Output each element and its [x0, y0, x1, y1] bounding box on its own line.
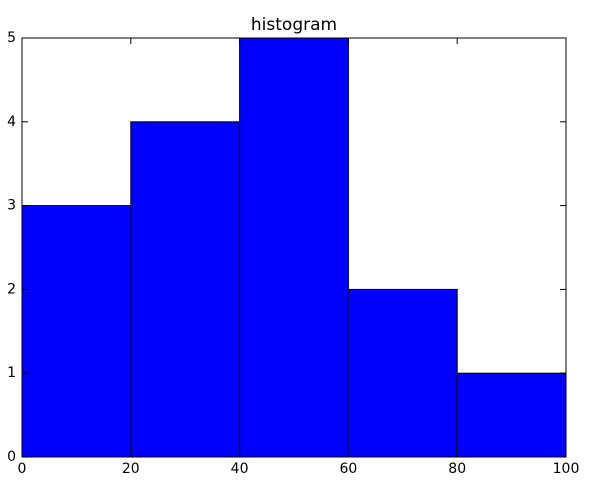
bar	[130, 121, 241, 458]
x-tick-label: 80	[448, 461, 466, 477]
bar	[456, 372, 567, 458]
y-tick-label: 2	[7, 281, 16, 297]
y-tick-label: 3	[7, 198, 16, 214]
y-tick-label: 1	[7, 365, 16, 381]
y-tick-label: 0	[7, 449, 16, 465]
plot-frame	[21, 37, 567, 458]
y-tick-label: 5	[7, 30, 16, 46]
x-tick-label: 60	[339, 461, 357, 477]
y-tick-label: 4	[7, 114, 16, 130]
x-tick-label: 20	[122, 461, 140, 477]
bar	[347, 288, 458, 458]
x-tick-label: 100	[553, 461, 580, 477]
bar	[239, 37, 349, 458]
x-tick-label: 0	[18, 461, 27, 477]
x-tick-label: 40	[231, 461, 249, 477]
bar	[21, 205, 132, 458]
chart-title: histogram	[251, 15, 337, 35]
